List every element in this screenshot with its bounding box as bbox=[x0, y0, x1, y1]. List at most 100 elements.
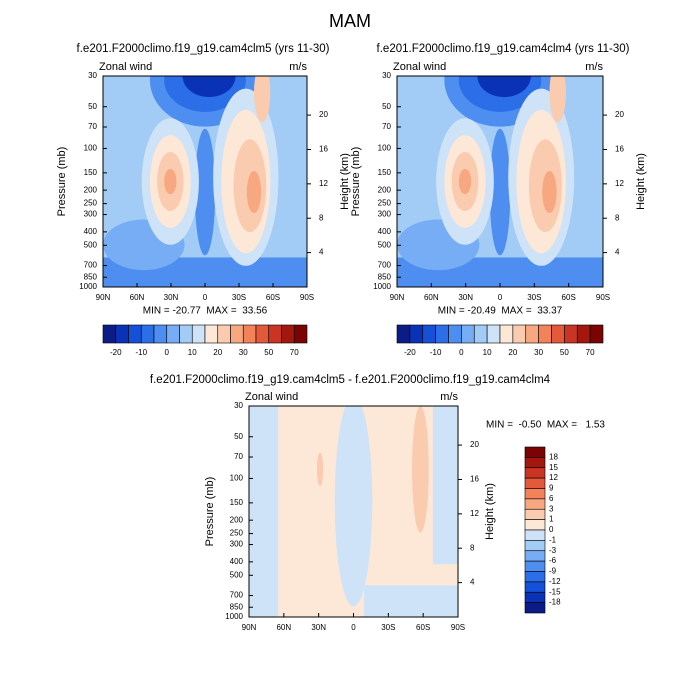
colorbar-box bbox=[524, 519, 546, 531]
y-tick-label: 100 bbox=[230, 474, 244, 483]
colorbar-box bbox=[255, 324, 270, 344]
contour-fill bbox=[182, 76, 236, 98]
colorbar-box bbox=[524, 540, 546, 552]
y2-tick-label: 4 bbox=[470, 578, 475, 587]
y-tick-label: 70 bbox=[382, 122, 391, 131]
contour-fill bbox=[458, 168, 472, 195]
colorbar-box bbox=[576, 324, 591, 344]
right-label: m/s bbox=[585, 61, 603, 73]
contour-field bbox=[249, 406, 458, 617]
colorbar-label: 12 bbox=[549, 473, 558, 482]
colorbar-label: -15 bbox=[549, 587, 561, 596]
colorbar-box bbox=[230, 324, 244, 344]
y-tick-label: 30 bbox=[234, 401, 243, 410]
colorbar-label: 50 bbox=[264, 348, 273, 357]
colorbar-box bbox=[140, 324, 155, 344]
colorbar-label: -10 bbox=[430, 348, 442, 357]
y2-tick-label: 8 bbox=[615, 213, 620, 222]
contour-fill bbox=[542, 170, 557, 214]
colorbar-box bbox=[486, 324, 501, 344]
y2-tick-label: 20 bbox=[470, 440, 479, 449]
y2-tick-label: 12 bbox=[319, 179, 328, 188]
x-tick-label: 60S bbox=[562, 293, 576, 302]
x-tick-label: 30S bbox=[527, 293, 541, 302]
left-label: Zonal wind bbox=[393, 61, 446, 73]
contour-fill bbox=[363, 585, 458, 617]
colorbar-box bbox=[538, 324, 552, 344]
panel-title: f.e201.F2000climo.f19_g19.cam4clm5 - f.e… bbox=[150, 374, 551, 386]
colorbar-label: -3 bbox=[549, 546, 557, 555]
y2-tick-label: 4 bbox=[319, 248, 324, 257]
colorbar-box bbox=[115, 324, 129, 344]
colorbar-label: -6 bbox=[549, 556, 557, 565]
colorbar-label: 20 bbox=[508, 348, 517, 357]
y-tick-label: 30 bbox=[88, 71, 97, 80]
y-tick-label: 200 bbox=[84, 185, 98, 194]
y-tick-label: 100 bbox=[84, 144, 98, 153]
y-tick-label: 300 bbox=[378, 210, 392, 219]
colorbar-label: 30 bbox=[239, 348, 248, 357]
x-tick-label: 60S bbox=[416, 623, 430, 632]
x-tick-label: 30N bbox=[311, 623, 326, 632]
y-tick-label: 400 bbox=[230, 557, 244, 566]
contour-field bbox=[103, 76, 307, 287]
x-tick-label: 90N bbox=[242, 623, 257, 632]
y-tick-label: 200 bbox=[230, 515, 244, 524]
y-tick-label: 50 bbox=[234, 432, 243, 441]
y-tick-label: 100 bbox=[378, 144, 392, 153]
x-tick-label: 90N bbox=[390, 293, 405, 302]
colorbar-box bbox=[128, 324, 142, 344]
y-tick-label: 50 bbox=[88, 102, 97, 111]
colorbar-box bbox=[525, 324, 539, 344]
y-tick-label: 400 bbox=[378, 227, 392, 236]
colorbar-label: -10 bbox=[135, 348, 147, 357]
contour-fill bbox=[489, 128, 511, 256]
x-tick-label: 60N bbox=[276, 623, 291, 632]
right-label: m/s bbox=[440, 391, 458, 403]
y2-tick-label: 12 bbox=[615, 179, 624, 188]
y2-axis-label: Height (km) bbox=[635, 153, 647, 210]
y2-tick-label: 16 bbox=[615, 145, 624, 154]
colorbar-label: 0 bbox=[165, 348, 170, 357]
contour-fill bbox=[164, 168, 177, 195]
colorbar-box bbox=[179, 324, 193, 344]
x-tick-label: 60S bbox=[266, 293, 280, 302]
colorbar-box bbox=[448, 324, 462, 344]
x-tick-label: 90N bbox=[96, 293, 111, 302]
y-tick-label: 250 bbox=[378, 199, 392, 208]
y-tick-label: 30 bbox=[382, 71, 391, 80]
contour-fill bbox=[334, 406, 373, 607]
panel-title: f.e201.F2000climo.f19_g19.cam4clm5 (yrs … bbox=[77, 43, 330, 55]
colorbar-label: -1 bbox=[549, 535, 557, 544]
y2-tick-label: 8 bbox=[470, 543, 475, 552]
colorbar-box bbox=[512, 324, 527, 344]
colorbar-box bbox=[564, 324, 578, 344]
y-tick-label: 400 bbox=[84, 227, 98, 236]
x-tick-label: 0 bbox=[498, 293, 503, 302]
x-tick-label: 90S bbox=[451, 623, 465, 632]
y-tick-label: 1000 bbox=[225, 612, 243, 621]
colorbar-box bbox=[524, 560, 546, 572]
x-tick-label: 60N bbox=[424, 293, 439, 302]
colorbar-box bbox=[268, 324, 282, 344]
colorbar-label: -9 bbox=[549, 567, 557, 576]
colorbar-box bbox=[191, 324, 206, 344]
right-label: m/s bbox=[289, 61, 307, 73]
contour-fill bbox=[253, 76, 271, 123]
y-axis-label: Pressure (mb) bbox=[350, 147, 362, 217]
y2-tick-label: 20 bbox=[615, 110, 624, 119]
colorbar-box bbox=[524, 446, 546, 458]
colorbar-label: 10 bbox=[483, 348, 492, 357]
y-tick-label: 150 bbox=[84, 168, 98, 177]
colorbar-box bbox=[396, 324, 411, 344]
colorbar-label: 3 bbox=[549, 504, 554, 513]
colorbar-label: -12 bbox=[549, 577, 561, 586]
colorbar-box bbox=[524, 467, 546, 479]
colorbar-box bbox=[293, 324, 308, 344]
y2-axis-label: Height (km) bbox=[484, 483, 496, 540]
y-tick-label: 50 bbox=[382, 102, 391, 111]
min-max: MIN = -20.77 MAX = 33.56 bbox=[143, 306, 268, 317]
figure-title: MAM bbox=[329, 11, 371, 31]
min-max: MIN = -20.49 MAX = 33.37 bbox=[438, 306, 563, 317]
y2-axis-label: Height (km) bbox=[339, 153, 351, 210]
